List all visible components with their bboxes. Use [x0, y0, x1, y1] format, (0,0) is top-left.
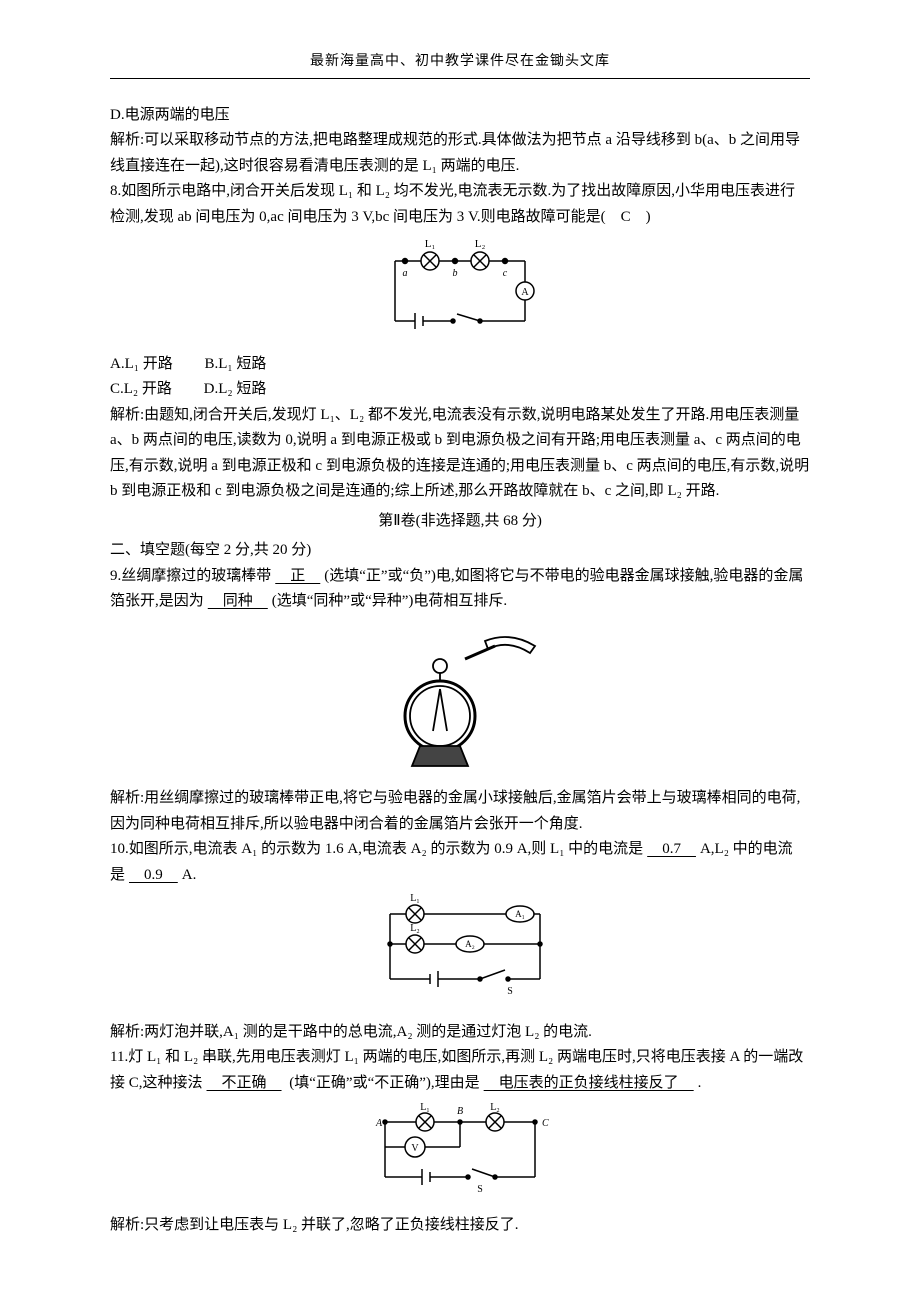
section-2-title: 第Ⅱ卷(非选择题,共 68 分)	[110, 509, 810, 535]
label-a: A	[375, 1118, 383, 1129]
label-a1: A₁	[515, 909, 525, 919]
parallel-circuit-icon: L₁ L₂ A₁ A₂ S	[360, 894, 560, 1004]
label-ammeter: A	[521, 287, 529, 298]
circuit-diagram-icon: L₁ L₂ a b c A	[375, 236, 545, 336]
q9-text-a: 9.丝绸摩擦过的玻璃棒带	[110, 568, 271, 584]
q8-option-c: C.L₂ 开路	[110, 377, 172, 403]
q11-stem: 11.灯 L₁ 和 L₂ 串联,先用电压表测灯 L₁ 两端的电压,如图所示,再测…	[110, 1045, 810, 1096]
q11-circuit-figure: L₁ L₂ A B C V S	[110, 1102, 810, 1207]
q8-explanation: 解析:由题知,闭合开关后,发现灯 L₁、L₂ 都不发光,电流表没有示数,说明电路…	[110, 403, 810, 505]
q10-blank-1: 0.7	[643, 841, 700, 857]
q7-explanation: 解析:可以采取移动节点的方法,把电路整理成规范的形式.具体做法为把节点 a 沿导…	[110, 128, 810, 179]
q8-stem: 8.如图所示电路中,闭合开关后发现 L₁ 和 L₂ 均不发光,电流表无示数.为了…	[110, 179, 810, 230]
q11-explanation: 解析:只考虑到让电压表与 L₂ 并联了,忽略了正负接线柱接反了.	[110, 1213, 810, 1239]
label-s: S	[507, 986, 513, 997]
q11-text-c: .	[698, 1075, 702, 1091]
q10-blank-2: 0.9	[125, 867, 182, 883]
q11-blank-2: 电压表的正负接线柱接反了	[480, 1075, 698, 1091]
electroscope-icon	[370, 621, 550, 771]
q9-text-c: (选填“同种”或“异种”)电荷相互排斥.	[272, 593, 507, 609]
label-l1: L₁	[420, 1102, 430, 1113]
q8-option-d: D.L₂ 短路	[204, 377, 267, 403]
q10-explanation: 解析:两灯泡并联,A₁ 测的是干路中的总电流,A₂ 测的是通过灯泡 L₂ 的电流…	[110, 1020, 810, 1046]
q10-circuit-figure: L₁ L₂ A₁ A₂ S	[110, 894, 810, 1014]
label-c: c	[503, 268, 508, 279]
label-c: C	[542, 1118, 549, 1129]
q11-text-b: (填“正确”或“不正确”),理由是	[286, 1075, 480, 1091]
q9-blank-2: 同种	[204, 593, 272, 609]
label-l2: L₂	[490, 1102, 500, 1113]
section-2-subtitle: 二、填空题(每空 2 分,共 20 分)	[110, 538, 810, 564]
q9-electroscope-figure	[110, 621, 810, 781]
label-v: V	[411, 1143, 419, 1154]
label-l1: L₁	[410, 894, 420, 904]
q8-options-row2: C.L₂ 开路 D.L₂ 短路	[110, 377, 810, 403]
label-l1: L₁	[425, 238, 436, 250]
label-b: B	[457, 1106, 463, 1117]
label-l2: L₂	[475, 238, 486, 250]
q8-options-row1: A.L₁ 开路 B.L₁ 短路	[110, 352, 810, 378]
series-voltmeter-circuit-icon: L₁ L₂ A B C V S	[360, 1102, 560, 1197]
q10-text-c: A.	[182, 867, 197, 883]
label-l2: L₂	[410, 923, 420, 934]
q9-explanation: 解析:用丝绸摩擦过的玻璃棒带正电,将它与验电器的金属小球接触后,金属箔片会带上与…	[110, 786, 810, 837]
label-s: S	[477, 1184, 483, 1195]
q8-circuit-figure: L₁ L₂ a b c A	[110, 236, 810, 346]
q11-blank-1: 不正确	[203, 1075, 286, 1091]
q10-text-a: 10.如图所示,电流表 A₁ 的示数为 1.6 A,电流表 A₂ 的示数为 0.…	[110, 841, 643, 857]
label-b: b	[453, 268, 458, 279]
q7-option-d: D.电源两端的电压	[110, 103, 810, 129]
q8-option-a: A.L₁ 开路	[110, 352, 173, 378]
page-header: 最新海量高中、初中教学课件尽在金锄头文库	[110, 50, 810, 79]
q9-blank-1: 正	[271, 568, 324, 584]
q9-stem: 9.丝绸摩擦过的玻璃棒带 正 (选填“正”或“负”)电,如图将它与不带电的验电器…	[110, 564, 810, 615]
label-a: a	[403, 268, 408, 279]
label-a2: A₂	[465, 939, 475, 949]
q8-option-b: B.L₁ 短路	[204, 352, 266, 378]
q10-stem: 10.如图所示,电流表 A₁ 的示数为 1.6 A,电流表 A₂ 的示数为 0.…	[110, 837, 810, 888]
